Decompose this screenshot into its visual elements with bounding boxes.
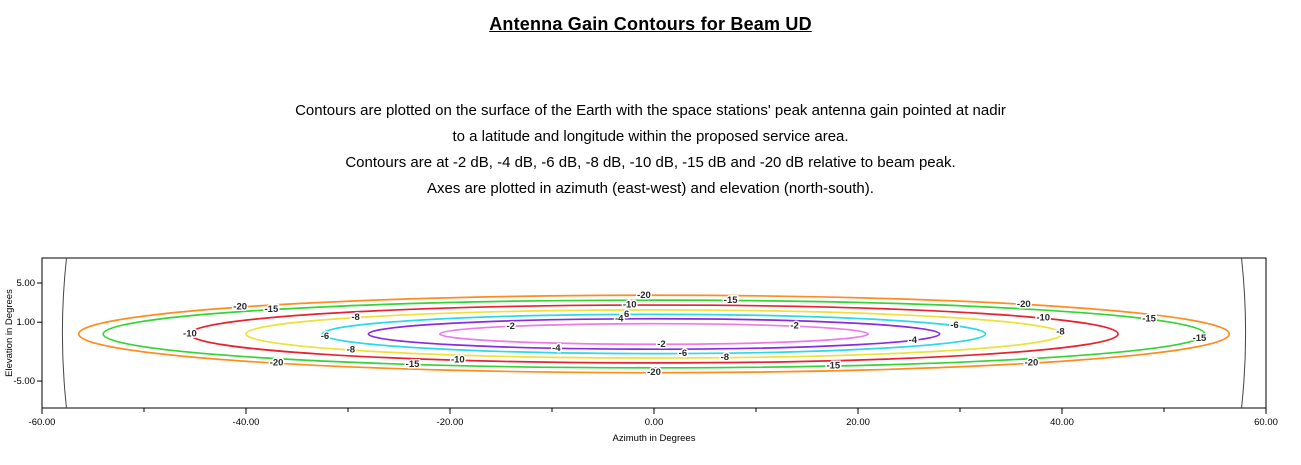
contour-label--4dB: -4 [909, 335, 918, 346]
x-axis-title: Azimuth in Degrees [613, 433, 696, 444]
x-tick-label: 60.00 [1254, 417, 1278, 428]
description-line: Axes are plotted in azimuth (east-west) … [427, 180, 874, 197]
contour-label--4dB: -4 [552, 343, 561, 354]
contour-line--6dB [321, 313, 987, 355]
contour-line--15dB [102, 299, 1206, 369]
x-tick-label: -20.00 [437, 417, 464, 428]
contour-label--15dB: -15 [1142, 314, 1156, 325]
contour-plot-canvas: -20-20-20-20-20-20-15-15-15 -15-15-15-10-… [4, 257, 1278, 444]
description-line: Contours are plotted on the surface of t… [295, 102, 1006, 119]
chart-description: Contours are plotted on the surface of t… [0, 98, 1301, 202]
plot-frame [41, 257, 1267, 409]
contour-line--10dB [189, 304, 1119, 364]
y-tick-label: 1.00 [17, 317, 36, 328]
contour-label--15dB: -15 [1193, 333, 1207, 344]
contour-label--4dB: -4 [615, 313, 624, 324]
contour-label--20dB: -20 [233, 302, 247, 313]
y-tick-label: -5.00 [13, 376, 35, 387]
contour-label--6dB: -6 [321, 331, 329, 342]
contour-label--6dB: -6 [679, 348, 687, 359]
contour-label--15dB: -15 [406, 359, 420, 370]
contour-label--8dB: -8 [347, 345, 355, 356]
contour-label--6dB: -6 [621, 309, 629, 320]
contour-label--15dB: -15 [724, 295, 738, 306]
contour-label--8dB: -8 [351, 312, 359, 323]
contour-plot: -20 -20 -20 -20 -20 -20 -15 -15 -15 -15 -15 -15 -10-… [0, 252, 1301, 462]
contour-label--2dB: -2 [657, 339, 665, 350]
contour-label--20dB: -20 [647, 367, 661, 378]
contour-label--15dB: -15 [265, 304, 279, 315]
contour-line--8dB [245, 309, 1063, 359]
earth-limb-left [61, 257, 67, 409]
contour-line--4dB [367, 317, 941, 351]
contour-label--10dB: -10 [183, 328, 197, 339]
contour-label--20dB: -20 [270, 358, 284, 369]
contour-label--2dB: -2 [506, 321, 514, 332]
y-axis-title: Elevation in Degrees [4, 289, 15, 377]
contour-label--20dB: -20 [1025, 358, 1039, 369]
contour-label--10dB: -10 [1036, 313, 1050, 324]
contour-label--20dB: -20 [1017, 299, 1031, 310]
x-tick-label: -60.00 [29, 417, 56, 428]
contour-label--10dB: -10 [451, 355, 465, 366]
contour-label--20dB: -20 [637, 290, 651, 301]
contour-label--6dB: -6 [950, 320, 958, 331]
description-line: Contours are at -2 dB, -4 dB, -6 dB, -8 … [345, 154, 956, 171]
description-line: to a latitude and longitude within the p… [452, 128, 849, 145]
contour-label--8dB: -8 [721, 352, 729, 363]
contour-label--2dB: -2 [790, 321, 798, 332]
contour-label--8dB: -8 [1056, 326, 1064, 337]
y-tick-label: 5.00 [17, 278, 36, 289]
contour-line--20dB [77, 294, 1231, 374]
contour-line--2dB [438, 322, 870, 346]
x-tick-label: -40.00 [233, 417, 260, 428]
x-tick-label: 0.00 [645, 417, 664, 428]
contour-label--15dB: -15 [826, 360, 840, 371]
page-title: Antenna Gain Contours for Beam UD [489, 14, 812, 34]
earth-limb-right [1241, 257, 1247, 409]
contour-label--10dB: -10 [623, 300, 637, 311]
x-tick-label: 40.00 [1050, 417, 1074, 428]
x-tick-label: 20.00 [846, 417, 870, 428]
